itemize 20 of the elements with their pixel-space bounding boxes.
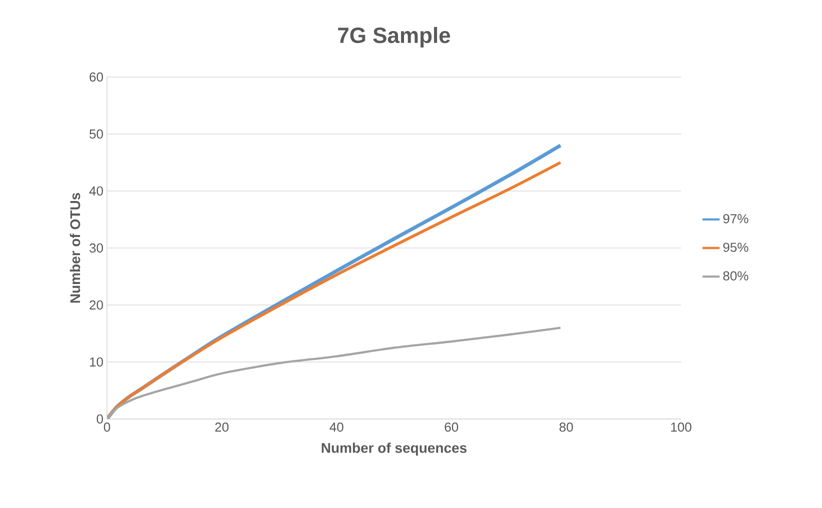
legend-label: 97%: [723, 214, 748, 224]
x-tick-label: 40: [330, 422, 344, 432]
y-tick-label: 60: [90, 72, 103, 82]
y-tick-label: 50: [90, 129, 103, 139]
x-tick-label: 80: [560, 422, 573, 432]
y-tick-label: 40: [89, 186, 103, 196]
x-tick-label: 0: [104, 422, 110, 432]
x-tick-label: 60: [444, 422, 458, 432]
x-tick-label: 20: [215, 422, 229, 432]
x-axis-title: Number of sequences: [322, 442, 467, 456]
y-tick-label: 20: [90, 300, 103, 310]
y-tick-label: 30: [90, 243, 103, 253]
y-tick-label: 10: [90, 357, 103, 367]
line-series: [107, 326, 562, 419]
x-tick-label: 100: [671, 422, 692, 432]
legend-label: 80%: [723, 271, 748, 280]
chart-title: 7G Sample: [338, 26, 450, 48]
y-axis-title: Number of OTUs: [70, 192, 80, 303]
y-tick-label: 0: [96, 414, 103, 424]
legend-label: 95%: [723, 242, 748, 252]
